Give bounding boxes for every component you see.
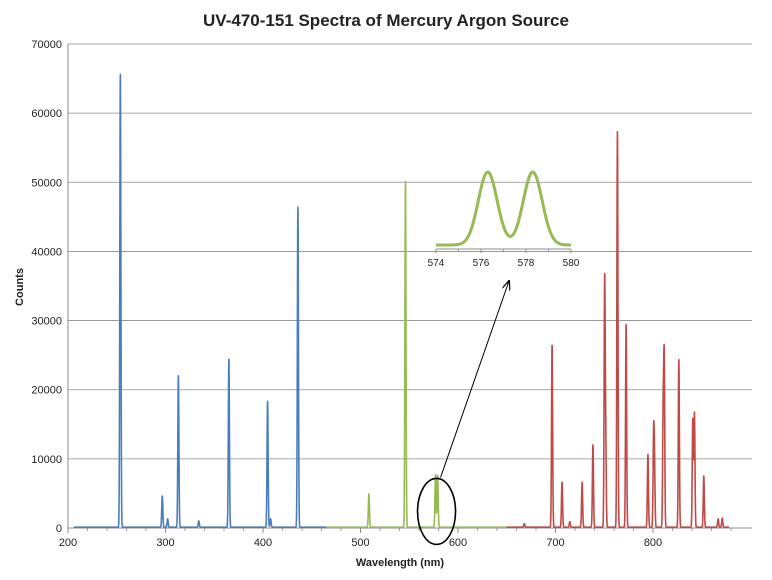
x-axis-label: Wavelength (nm) [356,557,445,569]
inset-tick-label: 578 [518,258,535,269]
axes: 0 10000 20000 30000 40000 50000 60000 70000 200 3… [31,39,752,549]
gridlines [68,43,752,460]
x-tick-label: 700 [546,537,564,549]
inset-series-line [434,170,573,247]
x-tick-label: 300 [156,537,174,549]
x-tick-label: 600 [449,537,467,549]
y-tick-label: 70000 [31,39,62,51]
y-tick-label: 60000 [31,108,62,120]
y-tick-label: 40000 [31,246,62,258]
x-tick-label: 400 [254,537,272,549]
chart-title: UV-470-151 Spectra of Mercury Argon Sour… [203,11,569,30]
x-tick-label: 200 [59,537,77,549]
series-line-1 [325,180,508,528]
inset-zoom: 574 576 578 580 [428,170,580,269]
y-tick-label: 0 [56,523,62,535]
y-tick-label: 50000 [31,177,62,189]
zoom-arrow [440,281,509,478]
y-tick-label: 30000 [31,316,62,328]
x-tick-label: 500 [351,537,369,549]
doublet-circle-marker [416,477,457,546]
inset-tick-label: 580 [563,258,580,269]
series-lines [73,73,730,528]
y-tick-label: 10000 [31,454,62,466]
y-tick-label: 20000 [31,385,62,397]
y-axis-label: Counts [14,268,26,306]
inset-tick-label: 576 [473,258,490,269]
x-tick-label: 800 [644,537,662,549]
series-line-2 [506,130,730,528]
series-line-0 [73,73,328,528]
annotations [416,281,509,546]
inset-tick-label: 574 [428,258,445,269]
